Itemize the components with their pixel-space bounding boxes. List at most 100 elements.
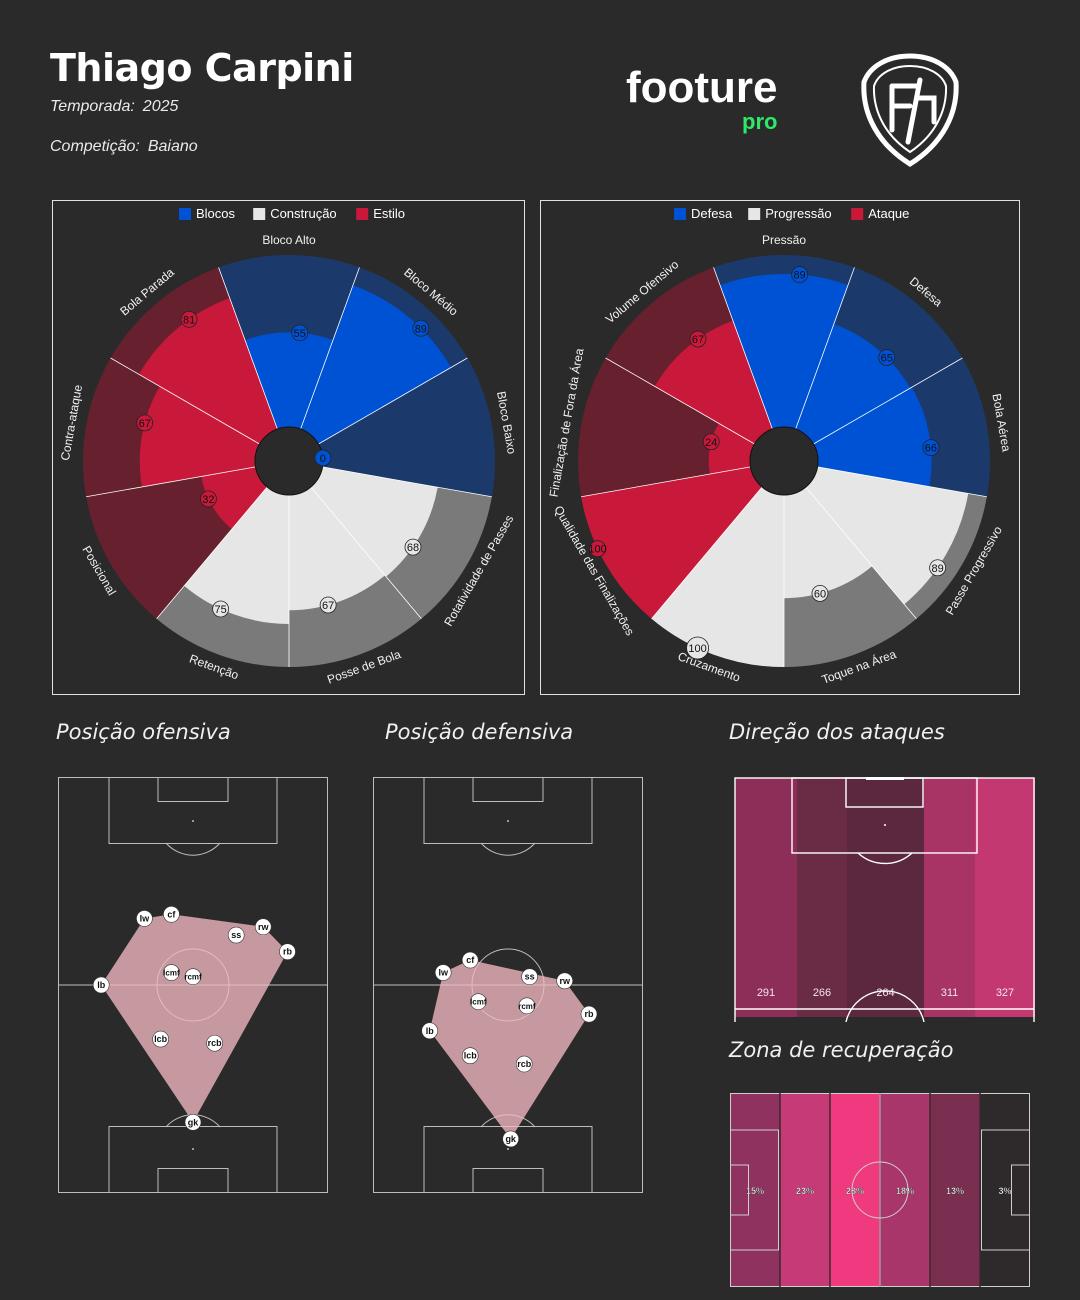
recovery-zone-value-6: 3% (998, 1186, 1011, 1196)
recovery-zone-5 (930, 1093, 980, 1287)
recovery-zone-value-3: 28% (846, 1186, 864, 1196)
legend-label-progressao: Progressão (765, 206, 831, 221)
brand-main: footure (626, 63, 778, 112)
radar-background-bloco-baixo (318, 358, 495, 497)
radar-bar-contra-ataque (139, 386, 260, 487)
player-marker-cf: cf (461, 951, 479, 969)
radar-value-bola-aerea: 66 (922, 439, 940, 457)
svg-text:rw: rw (258, 922, 270, 932)
radar-divider (713, 267, 773, 430)
radar-bar-posicional (201, 466, 268, 530)
radar-bar-passe-progressivo (805, 466, 969, 605)
season-value: 2025 (142, 98, 179, 115)
legend-swatch-ataque (851, 208, 864, 220)
radar-bar-toque-na-area (784, 487, 873, 599)
radar-divider (805, 486, 917, 620)
footure-logo: footure pro (626, 63, 778, 134)
player-marker-ss: ss (521, 968, 538, 985)
radar-value-defesa: 65 (878, 349, 896, 366)
radar-bar-finalizacao-de-fora-da-area (708, 423, 755, 475)
recovery-zone-1 (730, 1093, 780, 1287)
svg-text:100: 100 (588, 544, 606, 556)
svg-text:rcb: rcb (517, 1059, 532, 1069)
svg-text:rb: rb (585, 1009, 595, 1019)
radar-divider (156, 486, 268, 620)
radar-value-toque-na-area: 60 (811, 585, 829, 602)
player-marker-rw: rw (556, 972, 573, 990)
svg-text:lcmf: lcmf (163, 969, 180, 978)
radar-bar-posse-de-bola (289, 487, 385, 611)
radar-bar-volume-ofensivo (654, 320, 773, 444)
svg-text:cf: cf (167, 909, 176, 919)
player-marker-rcb: rcb (515, 1055, 533, 1073)
attack-lane-value-2: 266 (813, 987, 831, 999)
legend-swatch-estilo (356, 208, 369, 220)
radar-divider (218, 267, 278, 430)
radar-center (749, 426, 819, 496)
radar-value-finalizacao-de-fora-da-area: 24 (702, 433, 720, 451)
svg-text:60: 60 (814, 588, 826, 600)
radar-divider (300, 267, 360, 430)
svg-text:0: 0 (320, 453, 326, 465)
svg-text:rb: rb (283, 947, 293, 957)
radar-label-pressao: Pressão (762, 233, 806, 247)
recovery-zone-6 (980, 1093, 1030, 1287)
radar-value-rotatividade-de-passes: 68 (404, 538, 422, 556)
radar-divider (318, 357, 468, 445)
legend-swatch-construcao (253, 208, 266, 220)
offensive-position-title: Posição ofensiva (56, 720, 231, 744)
svg-text:gk: gk (505, 1134, 516, 1144)
radar-chart-style: Blocos Construção Estilo 55 Bloco Alto 89 Bloc… (58, 206, 519, 687)
attack-direction-chart: 291 266 264 311 327 (734, 777, 1035, 1022)
legend-swatch-progressao (748, 208, 761, 220)
svg-text:rcb: rcb (208, 1038, 223, 1048)
player-marker-lcb: lcb (461, 1047, 479, 1065)
radar-chart-actions: Defesa Progressão Ataque 89 Pressão 65 Defesa 6… (546, 206, 1014, 687)
radar-bar-retencao (184, 487, 289, 624)
radar-center (254, 426, 324, 496)
svg-text:lcmf: lcmf (470, 998, 487, 1007)
season-label: Temporada: (50, 98, 135, 115)
svg-text:gk: gk (188, 1117, 199, 1127)
club-crest-icon (861, 53, 959, 167)
player-name: Thiago Carpini (50, 46, 354, 90)
attack-lane-4 (924, 778, 975, 1017)
svg-text:lb: lb (426, 1026, 435, 1036)
svg-text:24: 24 (705, 437, 717, 449)
brand-sub: pro (742, 109, 777, 134)
attack-lane-2 (797, 778, 847, 1017)
attack-lane-value-4: 311 (941, 987, 959, 999)
player-marker-lcb: lcb (152, 1030, 169, 1048)
radar-value-pressao: 89 (791, 266, 809, 283)
recovery-zone-chart: 15% 23% 28% 18% 13% 3% (730, 1093, 1030, 1287)
svg-text:55: 55 (294, 328, 306, 340)
attack-lane-1 (735, 778, 797, 1017)
recovery-zone-title: Zona de recuperação (729, 1038, 954, 1062)
legend: Blocos Construção Estilo (179, 206, 405, 221)
player-marker-rw: rw (254, 918, 272, 936)
attack-pitch-lines (734, 777, 1035, 1022)
radar-divider (605, 357, 755, 445)
player-marker-lb: lb (421, 1022, 439, 1040)
radar-bar-qualidade-das-finalizacoes (581, 466, 763, 619)
competition-label: Competição: (50, 138, 140, 155)
svg-text:100: 100 (688, 643, 706, 655)
radar-value-bola-parada: 81 (180, 310, 198, 328)
radar-panel-right: Defesa Progressão Ataque 89 Pressão 65 Defesa 6… (540, 200, 1020, 695)
competition-line: Competição: Baiano (50, 138, 198, 156)
radar-divider (813, 357, 963, 445)
recovery-zone-value-4: 18% (896, 1186, 914, 1196)
defensive-position-pitch: cf lw ss rw rb lcmf rcmf lb lcb rcb gk (373, 777, 643, 1193)
attack-lane-value-3: 264 (876, 987, 894, 999)
svg-text:lcb: lcb (464, 1051, 478, 1061)
player-marker-ss: ss (227, 926, 245, 944)
player-marker-gk: gk (502, 1130, 519, 1148)
radar-divider (310, 486, 422, 620)
player-marker-lw: lw (136, 910, 153, 927)
defensive-position-title: Posição defensiva (385, 720, 574, 744)
recovery-zone-value-1: 15% (746, 1186, 764, 1196)
player-marker-gk: gk (184, 1113, 202, 1131)
competition-value: Baiano (147, 138, 198, 155)
svg-text:68: 68 (407, 542, 419, 554)
radar-bar-cruzamento (651, 487, 784, 667)
